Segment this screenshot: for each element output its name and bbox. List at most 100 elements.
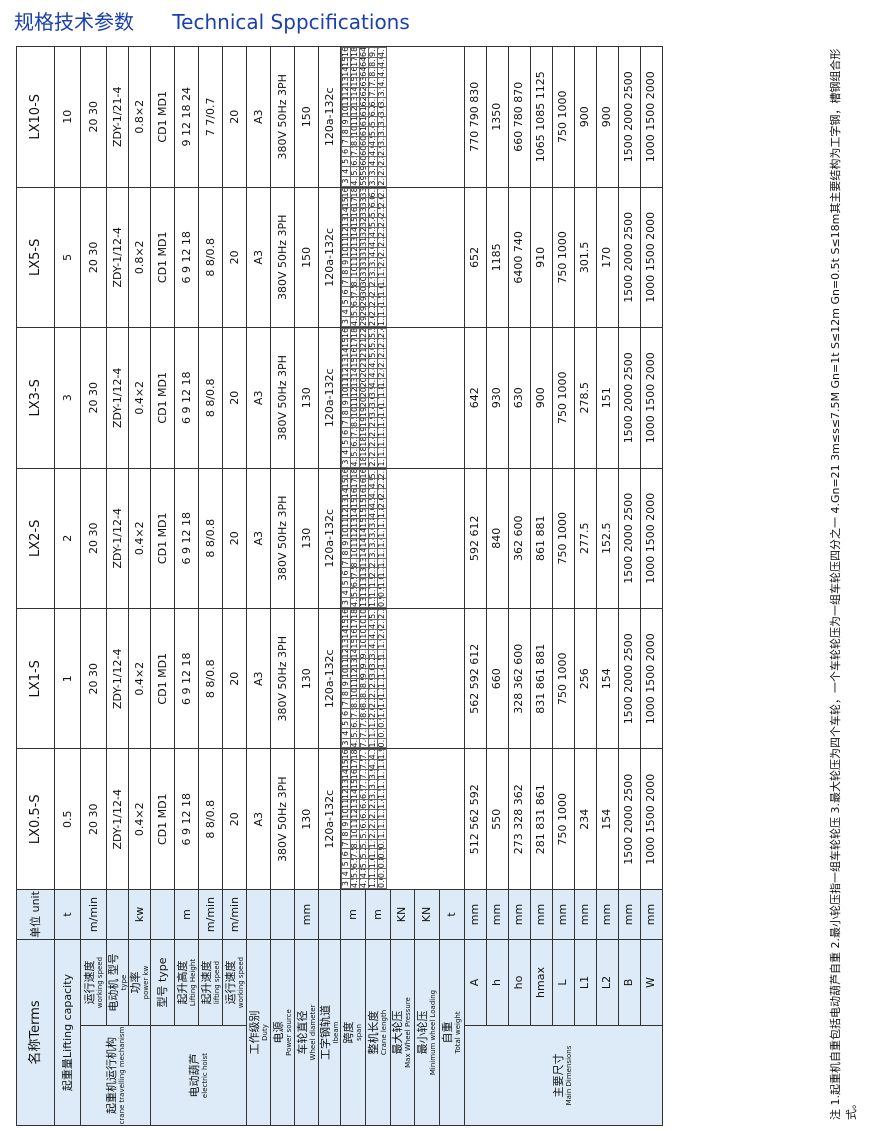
lift-speed-0: 8 8/0.8 (198, 749, 223, 890)
data-value: 1.21 (377, 819, 387, 830)
data-value: 13.4 (359, 577, 369, 588)
data-value: 31.0 (359, 267, 369, 278)
data-value: 1.79 (377, 769, 387, 780)
subtable-row: 3 4 5 6 7 8 9 10 11 12 13 14 15 16 (341, 328, 351, 468)
data-value: 7 (341, 558, 351, 568)
data-value: 17 (350, 57, 360, 68)
data-value: 1.55 (377, 548, 387, 559)
data-value: 3.7 (368, 779, 378, 790)
lift-speed-4: 8 8/0.8 (198, 187, 223, 328)
crane-speed: 运行速度 working speed (80, 939, 107, 1026)
data-value: 14 (350, 87, 360, 98)
data-subtable: 3 4 5 6 7 8 9 10 11 12 13 14 15 16 4.5 5.5 6.5 7.5 8.5 10 11… (341, 469, 387, 608)
dim-W-0: 1000 1500 2000 (640, 749, 663, 890)
data-value: 8.5 (350, 558, 360, 568)
data-value: 1.7 (368, 848, 378, 859)
subtable-row: 4.5 5.5 6.5 7.5 8.5 10 11 12 13 14 15 16 17 18 (350, 469, 360, 608)
data-value: 2.49 (377, 328, 387, 339)
duty-0: A3 (246, 749, 271, 890)
data-value: 4.7 (359, 878, 369, 889)
data-value: 3.9 (368, 387, 378, 398)
data-value: 8.7 (359, 688, 369, 699)
data-value: 13.2 (359, 587, 369, 598)
hoist-type-0: CD1 MD1 (150, 749, 175, 890)
data-value: 2.2 (368, 698, 378, 709)
data-value: 5 (341, 577, 351, 588)
hoist-height-label: 起升高度 (175, 960, 189, 1005)
duty-3: A3 (246, 327, 271, 469)
data-value: 4 (341, 306, 351, 317)
lift-speed-5: 7 7/0.7 (198, 46, 223, 188)
data-value: 2.4 (368, 296, 378, 307)
data-value: 14 (350, 508, 360, 519)
speed-1: 20 30 (80, 608, 107, 749)
dim-hmax-1: 831 861 881 (530, 608, 553, 749)
data-value: 12 (341, 227, 351, 238)
data-value: 5.5 (350, 868, 360, 879)
data-value: 10.3 (359, 639, 369, 650)
motor-type-5: ZDY-1/21-4 (106, 46, 129, 188)
data-value: 7.5 (359, 728, 369, 739)
data-value: 10 (341, 106, 351, 117)
data-value: 7.7 (368, 77, 378, 88)
data-value: 2.39 (377, 338, 387, 349)
dim-B-0: 1500 2000 2500 (618, 749, 641, 890)
data-value: 7 (341, 136, 351, 147)
data-value: 18.5 (359, 457, 369, 468)
dim-ho-unit: mm (508, 889, 531, 940)
data-value: 4.5 (368, 639, 378, 650)
row-max_wheel: 最大轮压 Max Wheel Pressure (390, 939, 415, 1126)
dim-A-1: 562 592 612 (464, 608, 487, 749)
data-value: 16.4 (359, 469, 369, 479)
data-value: 2.02 (377, 257, 387, 268)
data-value: 14 (341, 769, 351, 780)
dim-B-2: 1500 2000 2500 (618, 468, 641, 609)
data-value: 16 (341, 47, 351, 58)
subtable-row: 59.1 59.4 60.1 60.4 60.7 61.0 61.5 61.9 62.3 62.9… (359, 47, 369, 187)
subtable-row: 4.5 5.5 6.5 7.5 8.5 10 11 12 13 14 15 16 17 18 (350, 188, 360, 327)
spec-table-area: 名称Terms 单位 unit LX0.5-S LX1-S LX2-S LX3-S LX5-… (16, 46, 864, 1126)
dim-hmax-0: 281 831 861 (530, 749, 553, 890)
hoist-type: 型号 type (150, 939, 175, 1026)
data-value: 3.6 (368, 397, 378, 408)
data-value: 2.7 (368, 688, 378, 699)
dim-W-2: 1000 1500 2000 (640, 468, 663, 609)
data-value: 2.30 (377, 469, 387, 479)
data-value: 20.1 (359, 397, 369, 408)
dim-L: L (552, 939, 575, 1026)
dim-L2-0: 154 (596, 749, 619, 890)
data-value: 18 (350, 188, 360, 198)
dim-B-3: 1500 2000 2500 (618, 327, 641, 469)
main-dimensions-label-en: Main Dimensions (565, 1045, 574, 1106)
crane-motor-power: 功率 power kw (128, 939, 151, 1026)
row-max_wheel-unit: KN (390, 889, 415, 940)
table-row: 工字钢轨道 Ibeam 120a-132c 120a-132c 120a-132c 120… (318, 46, 341, 1126)
data-value: 18.9 (359, 437, 369, 448)
motor-type-1: ZDY-1/12-4 (106, 608, 129, 749)
data-value: 21.5 (359, 348, 369, 359)
data-value: 0.92 (377, 839, 387, 849)
data-value: 4.6 (368, 146, 378, 157)
data-value: 31.6 (359, 247, 369, 258)
data-value: 2.7 (368, 427, 378, 438)
height-2: 6 9 12 18 (174, 468, 199, 609)
crane-motor-type-unit (106, 889, 129, 940)
data-value: 63.4 (359, 77, 369, 88)
data-value: 1.2 (368, 878, 378, 889)
power-4: 380V 50Hz 3PH (270, 187, 295, 328)
data-value: 4.5 (350, 176, 360, 187)
data-value: 10 (350, 829, 360, 840)
data-value: 4.5 (368, 498, 378, 509)
data-value: 6.5 (350, 296, 360, 307)
data-value: 1.87 (377, 508, 387, 519)
data-value: 8.9 (359, 678, 369, 689)
dim-ho: ho (508, 939, 531, 1026)
hoist-height-unit: m (174, 889, 199, 940)
crane-motor-power-label-en: power kw (141, 965, 150, 1000)
data-value: 5.5 (350, 447, 360, 458)
data-value: 12 (350, 528, 360, 539)
row-span: 跨度 span (340, 939, 366, 1126)
dim-h-2: 840 (486, 468, 509, 609)
height-1: 6 9 12 18 (174, 608, 199, 749)
data-value: 3.4 (368, 538, 378, 549)
